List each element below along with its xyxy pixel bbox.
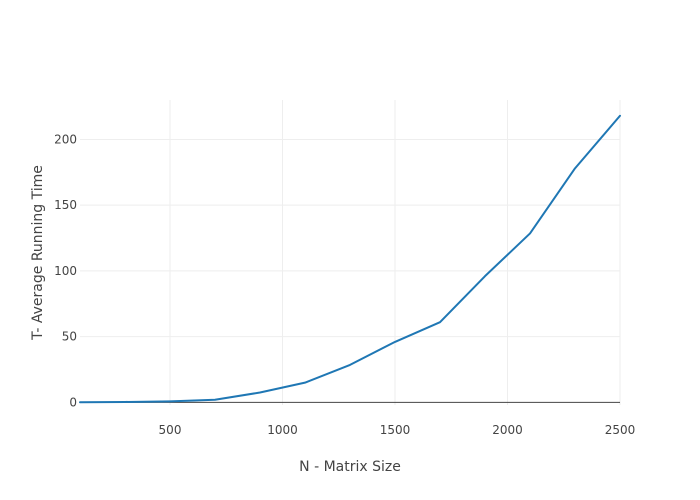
x-gridlines — [169, 100, 621, 405]
x-tick-label: 1000 — [267, 423, 298, 437]
y-tick-label: 200 — [54, 132, 77, 146]
y-tick-labels: 0 50 100 150 200 — [54, 132, 77, 409]
series-group — [79, 114, 621, 404]
y-tick-label: 150 — [54, 198, 77, 212]
y-tick-label: 50 — [62, 330, 77, 344]
x-tick-label: 2000 — [492, 423, 523, 437]
y-tick-label: 0 — [69, 395, 77, 409]
y-gridlines — [80, 138, 620, 338]
series-line — [79, 114, 621, 404]
x-tick-label: 500 — [159, 423, 182, 437]
y-axis-title: T- Average Running Time — [30, 165, 46, 341]
y-tick-label: 100 — [54, 264, 77, 278]
x-tick-label: 1500 — [380, 423, 411, 437]
x-tick-label: 2500 — [605, 423, 636, 437]
x-tick-labels: 500 1000 1500 2000 2500 — [159, 423, 636, 437]
x-axis-title: N - Matrix Size — [299, 459, 401, 475]
